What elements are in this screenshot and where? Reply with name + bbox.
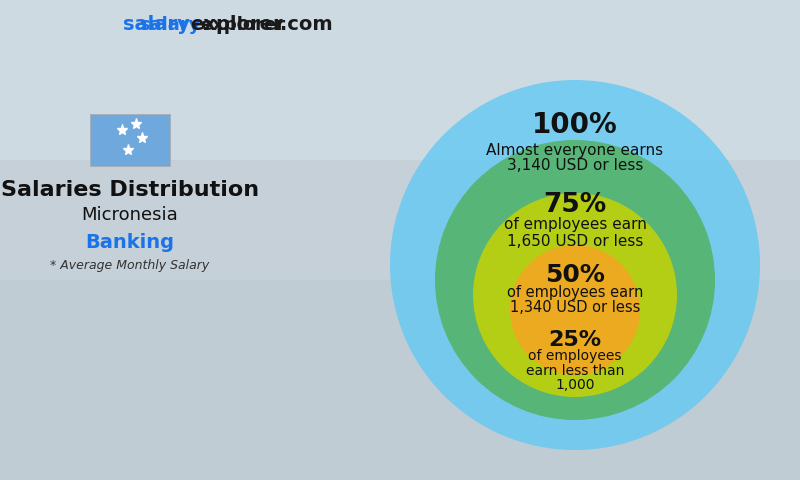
Text: of employees earn: of employees earn: [507, 286, 643, 300]
Text: 1,000: 1,000: [555, 378, 594, 392]
Circle shape: [473, 193, 677, 397]
Text: Banking: Banking: [86, 232, 174, 252]
Text: salary: salary: [138, 16, 200, 34]
Text: of employees: of employees: [528, 349, 622, 363]
Text: explorer: explorer: [200, 16, 285, 34]
Text: 50%: 50%: [545, 263, 605, 287]
Text: Micronesia: Micronesia: [82, 206, 178, 224]
Text: explorer.com: explorer.com: [190, 15, 333, 35]
Text: salary: salary: [123, 15, 190, 35]
Text: 3,140 USD or less: 3,140 USD or less: [507, 158, 643, 173]
Text: 75%: 75%: [543, 192, 606, 218]
Circle shape: [510, 245, 640, 375]
Text: Salaries Distribution: Salaries Distribution: [1, 180, 259, 200]
Text: of employees earn: of employees earn: [503, 217, 646, 232]
Text: 1,650 USD or less: 1,650 USD or less: [507, 233, 643, 249]
FancyBboxPatch shape: [90, 114, 170, 166]
Text: earn less than: earn less than: [526, 364, 624, 378]
Bar: [0, 0, 800, 160]
Circle shape: [435, 140, 715, 420]
Bar: [0, 280, 800, 480]
Text: Almost everyone earns: Almost everyone earns: [486, 143, 663, 157]
Circle shape: [390, 80, 760, 450]
Text: 100%: 100%: [532, 111, 618, 139]
Text: 1,340 USD or less: 1,340 USD or less: [510, 300, 640, 315]
Text: 25%: 25%: [549, 330, 602, 350]
Text: * Average Monthly Salary: * Average Monthly Salary: [50, 259, 210, 272]
